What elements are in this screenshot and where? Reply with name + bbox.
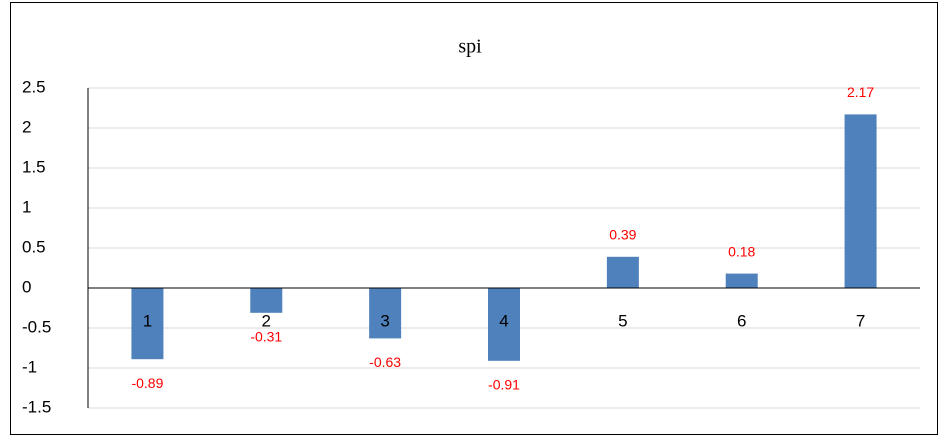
bar bbox=[488, 288, 520, 361]
value-label: 2.17 bbox=[847, 84, 874, 100]
y-tick-label: 2.5 bbox=[22, 77, 46, 96]
bar bbox=[725, 273, 758, 288]
x-tick-label: 3 bbox=[380, 311, 389, 330]
y-tick-label: -1.5 bbox=[22, 397, 51, 416]
chart-border bbox=[10, 2, 938, 435]
bar bbox=[369, 288, 402, 339]
bar bbox=[250, 288, 283, 313]
x-tick-label: 1 bbox=[143, 311, 152, 330]
bar bbox=[131, 288, 164, 360]
y-tick-label: 0.5 bbox=[22, 237, 46, 256]
value-label: -0.91 bbox=[488, 377, 520, 393]
value-label: -0.31 bbox=[250, 329, 282, 345]
y-tick-label: 2 bbox=[22, 117, 31, 136]
x-tick-label: 4 bbox=[499, 311, 508, 330]
y-tick-label: -0.5 bbox=[22, 317, 51, 336]
y-tick-label: 0 bbox=[22, 277, 31, 296]
y-tick-label: 1 bbox=[22, 197, 31, 216]
x-tick-label: 6 bbox=[737, 311, 746, 330]
x-tick-label: 2 bbox=[262, 311, 271, 330]
bar bbox=[844, 114, 877, 289]
x-tick-label: 7 bbox=[856, 311, 865, 330]
y-tick-label: 1.5 bbox=[22, 157, 46, 176]
value-label: 0.18 bbox=[728, 243, 755, 259]
x-tick-label: 5 bbox=[618, 311, 627, 330]
y-tick-label: -1 bbox=[22, 357, 37, 376]
value-label: -0.89 bbox=[131, 375, 163, 391]
value-label: 0.39 bbox=[609, 227, 636, 243]
value-label: -0.63 bbox=[369, 354, 401, 370]
bar bbox=[606, 256, 639, 288]
chart-title: spi bbox=[458, 36, 482, 58]
